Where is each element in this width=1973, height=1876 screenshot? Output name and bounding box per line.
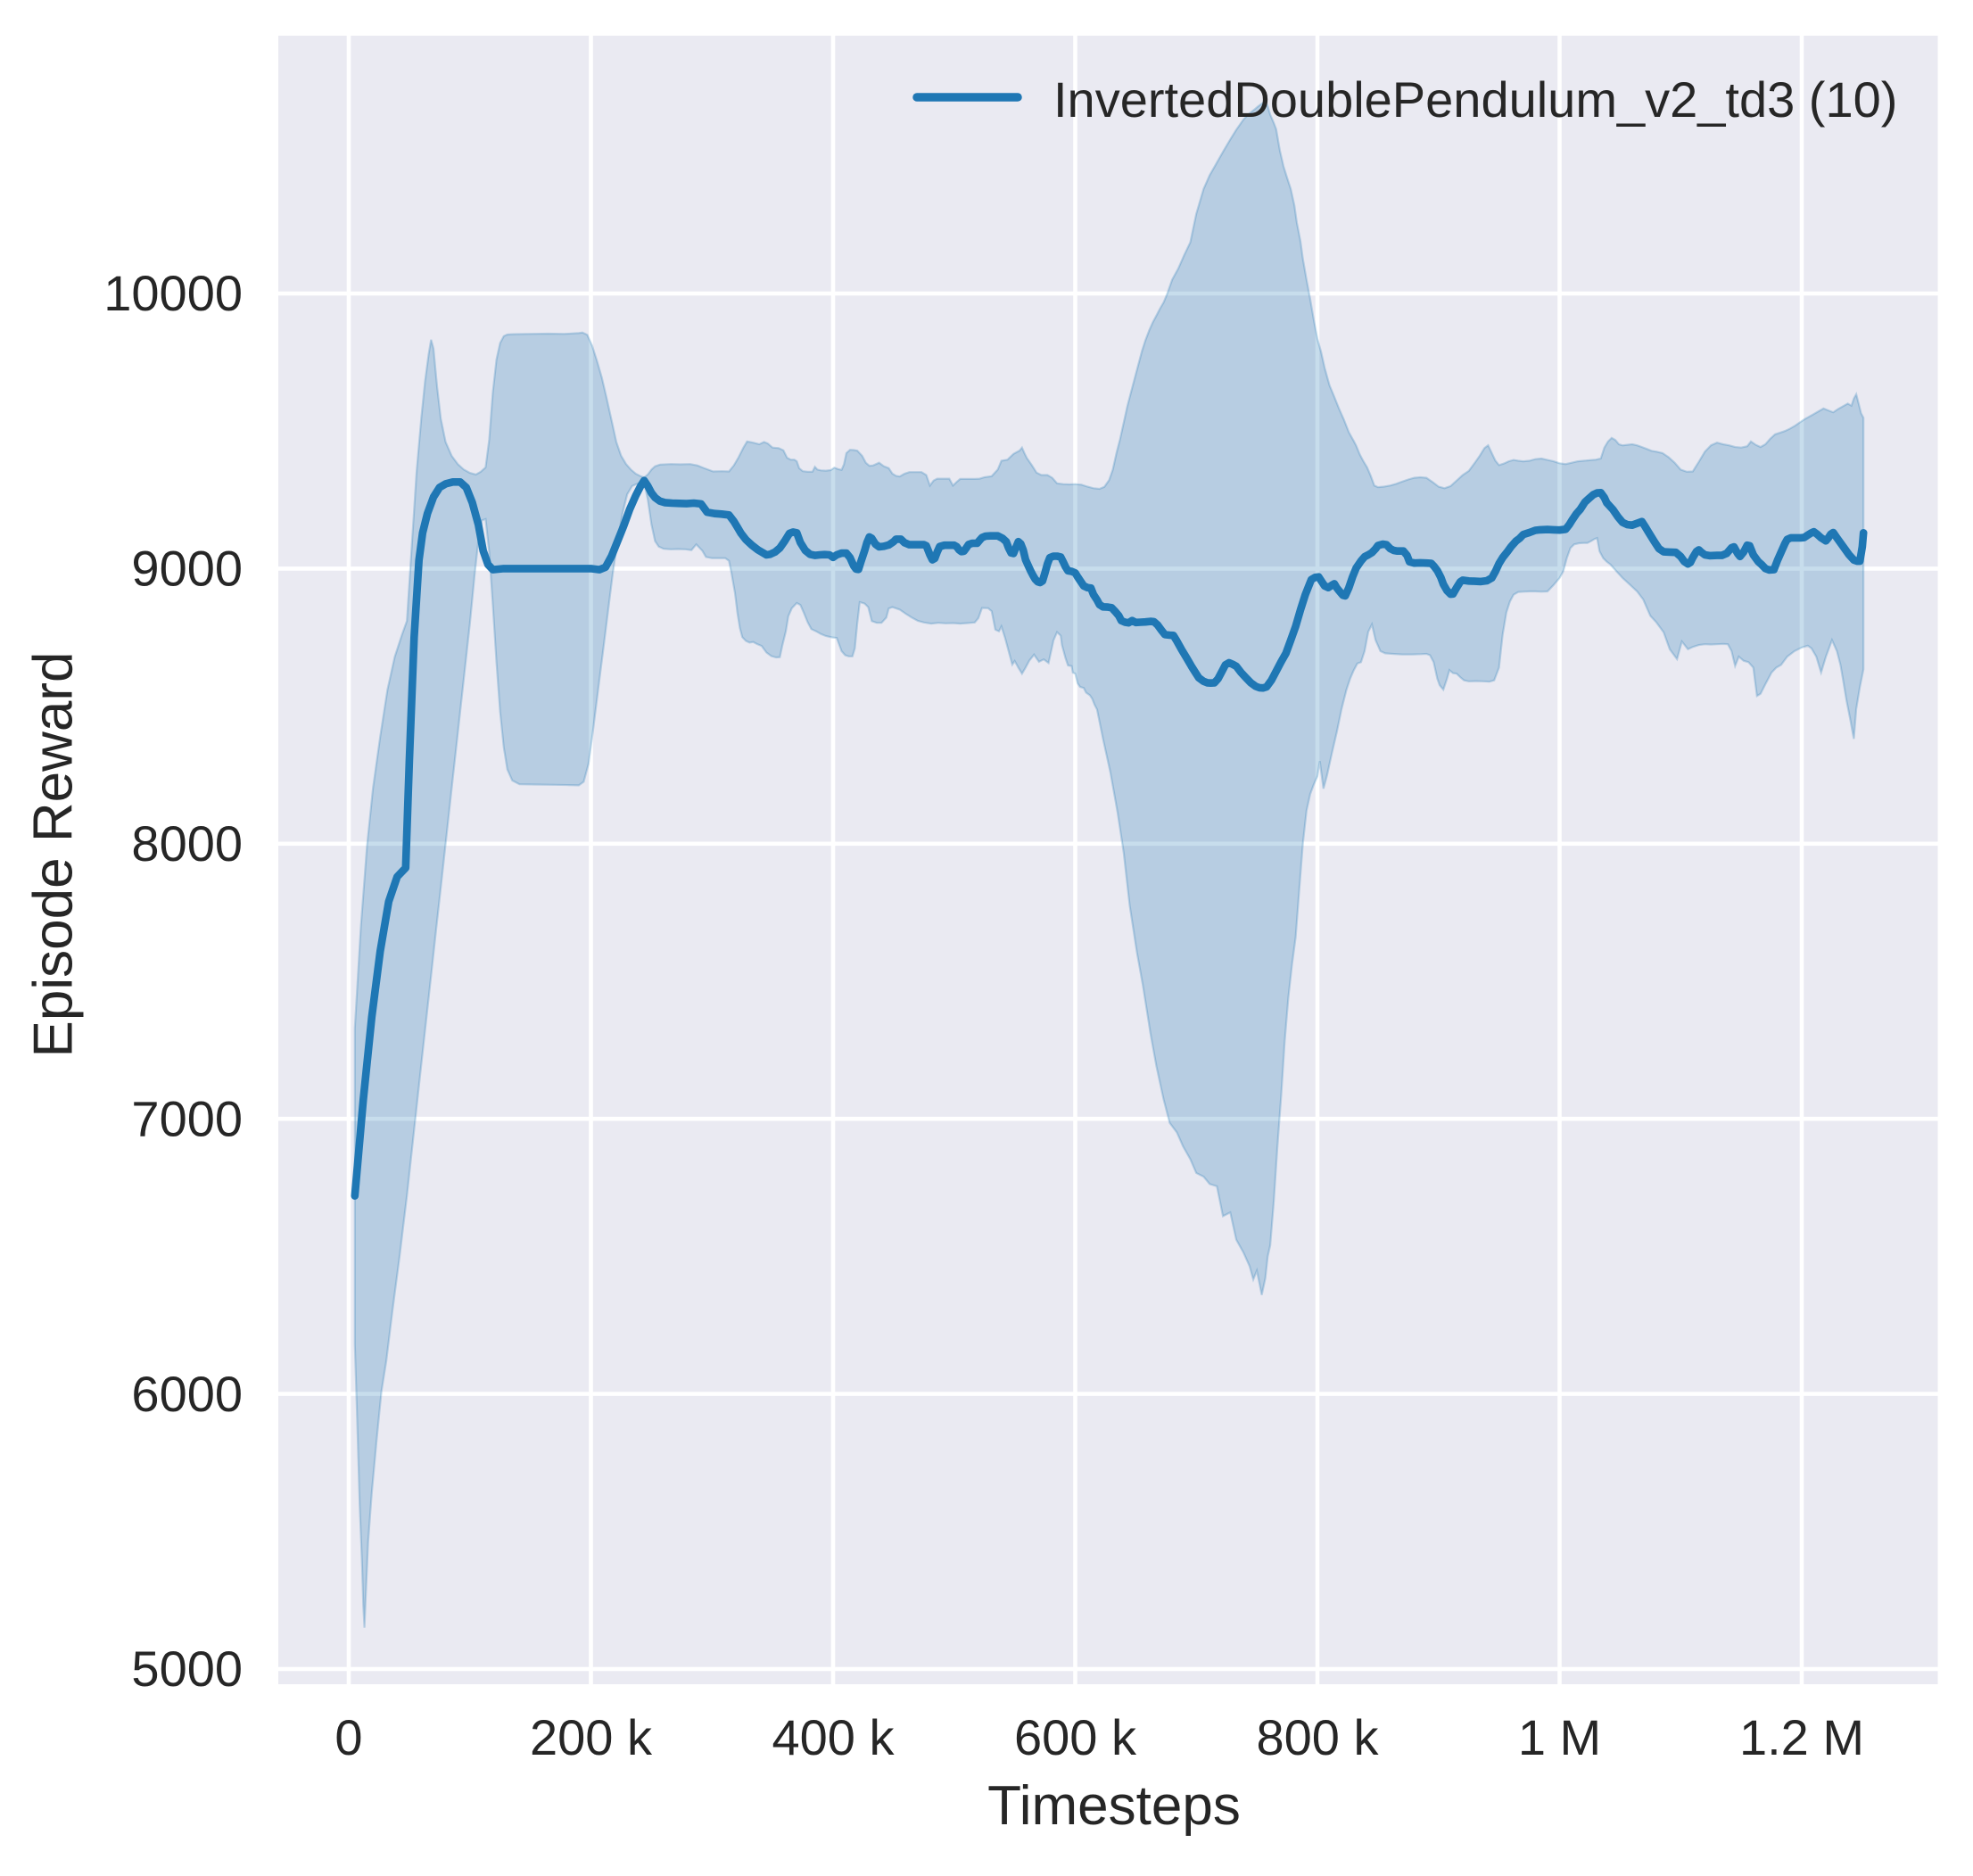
svg-text:600 k: 600 k: [1014, 1709, 1137, 1765]
svg-text:400 k: 400 k: [772, 1709, 896, 1765]
svg-text:InvertedDoublePendulum_v2_td3: InvertedDoublePendulum_v2_td3 (10): [1053, 71, 1897, 128]
svg-text:Episode Reward: Episode Reward: [23, 652, 85, 1058]
svg-text:9000: 9000: [131, 541, 243, 597]
svg-text:7000: 7000: [131, 1090, 243, 1146]
svg-text:1 M: 1 M: [1518, 1709, 1601, 1765]
svg-text:5000: 5000: [131, 1640, 243, 1697]
svg-text:1.2 M: 1.2 M: [1739, 1709, 1864, 1765]
svg-text:8000: 8000: [131, 815, 243, 872]
svg-text:Timesteps: Timesteps: [987, 1775, 1241, 1837]
svg-text:10000: 10000: [103, 265, 243, 321]
svg-text:200 k: 200 k: [530, 1709, 653, 1765]
svg-text:800 k: 800 k: [1257, 1709, 1380, 1765]
svg-text:6000: 6000: [131, 1366, 243, 1422]
svg-text:0: 0: [334, 1709, 362, 1765]
